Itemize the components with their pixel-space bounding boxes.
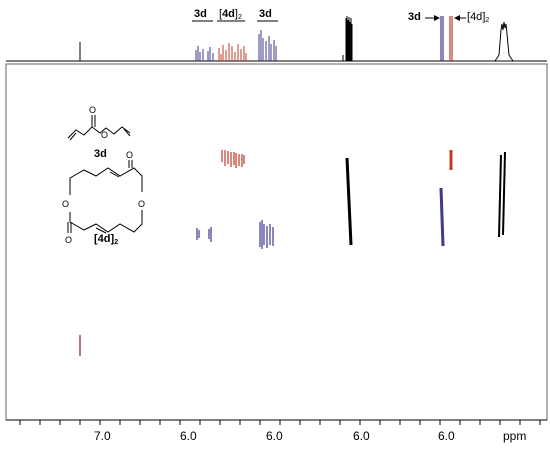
arrow-4d: [454, 15, 466, 21]
peak-group-black-a: [342, 16, 353, 61]
label-4d-a-sub: 2: [237, 14, 242, 21]
label-4d-a-name: 4d: [222, 8, 235, 20]
peak-3d-c: [440, 16, 444, 61]
label-3d-c: 3d: [408, 11, 421, 23]
cross-peak-3d-b: [259, 220, 274, 249]
label-4d-a: [4d]2: [219, 8, 242, 21]
structure-label-4d2-name: 4d: [97, 233, 111, 245]
label-3d-b: 3d: [259, 8, 272, 20]
svg-text:O: O: [65, 235, 72, 245]
x-axis: [6, 419, 547, 425]
cross-peaks: [79, 150, 506, 356]
peak-group-3d-a: [195, 46, 214, 61]
svg-text:O: O: [138, 199, 145, 209]
label-3d-a: 3d: [194, 8, 207, 20]
structure-label-4d2-sub: 2: [114, 239, 119, 246]
svg-text:O: O: [89, 105, 96, 115]
cross-peak-4d-a: [221, 150, 245, 168]
top-1d-spectrum: [79, 16, 514, 62]
structure-3d: O O: [67, 105, 131, 141]
arrow-3d: [425, 15, 440, 21]
peak-group-4d-a: [218, 43, 247, 61]
structure-label-4d2: [4d]2: [94, 233, 119, 246]
structure-4d2: O O O O: [62, 150, 145, 245]
peak-black-b: [494, 21, 514, 62]
structure-label-3d: 3d: [94, 148, 107, 160]
tick-label-2: 6.0: [266, 429, 283, 443]
peak-group-3d-b: [258, 30, 277, 61]
svg-text:O: O: [62, 199, 69, 209]
label-4d-c-sub: 2: [485, 17, 490, 24]
cross-peak-3d-a: [196, 227, 212, 242]
plot-frame: [5, 63, 548, 421]
x-axis-unit: ppm: [503, 429, 527, 443]
tick-label-0: 7.0: [94, 429, 111, 443]
cross-peak-black-a: [345, 157, 353, 246]
cross-peak-black-b: [498, 151, 506, 238]
svg-text:O: O: [101, 130, 108, 140]
tick-label-4: 6.0: [438, 429, 455, 443]
cross-peak-3d-c: [439, 187, 445, 247]
peak-4d-c: [449, 16, 453, 61]
label-4d-c: [4d]2: [467, 11, 490, 24]
tick-label-1: 6.0: [180, 429, 197, 443]
label-4d-c-name: 4d: [470, 11, 483, 23]
tick-label-3: 6.0: [353, 429, 370, 443]
svg-text:O: O: [126, 150, 133, 160]
